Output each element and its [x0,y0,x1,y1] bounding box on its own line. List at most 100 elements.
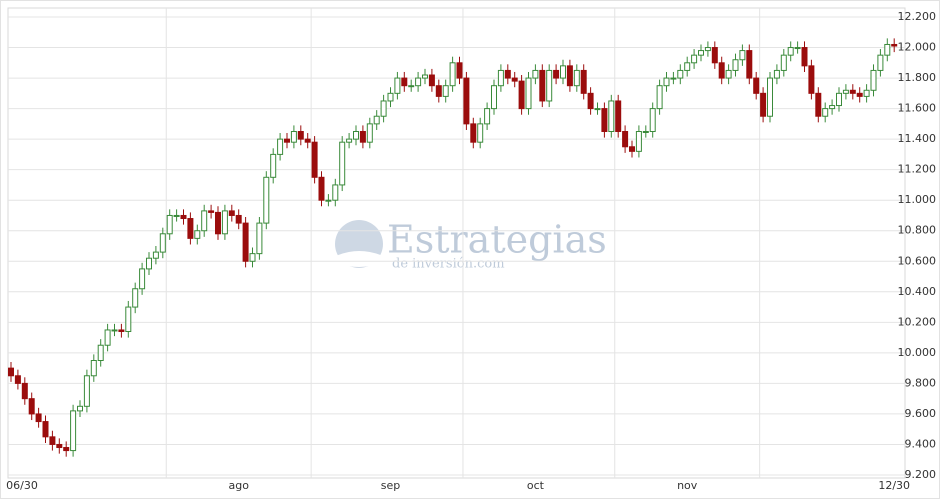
candle-body [235,214,242,224]
candle-body [194,230,201,239]
candle-body [132,288,139,308]
y-tick-label: 9.800 [905,376,937,389]
candle-body [366,123,373,143]
candle-body [773,69,780,79]
candle-body [387,92,394,102]
candle-body [35,413,42,423]
watermark: Estrategias de inversión.com [335,218,607,272]
candle-body [146,257,152,270]
candle-body [635,131,642,152]
candle-body [711,47,718,64]
candle-body [256,222,263,255]
candle-body [836,92,842,107]
candle-body [615,100,622,132]
candle-body [359,131,366,143]
candle-body [201,210,208,232]
candle-body [21,382,28,400]
candle-body [560,65,566,79]
candle-body [187,218,194,239]
y-tick-label: 10.400 [898,285,937,298]
candle-body [139,268,146,290]
x-tick-label: 12/30 [878,479,910,492]
candle-body [318,176,325,201]
candle-body [718,62,725,79]
watermark-logo-swoosh [336,251,383,267]
candle-body [511,77,518,82]
candle-body [594,108,601,111]
candle-body [732,59,739,71]
candle-body [477,123,484,143]
candle-body [152,251,159,259]
candle-body [670,77,677,80]
candle-body [884,43,891,56]
watermark-subtitle: de inversión.com [392,257,505,272]
candle-body [228,210,235,216]
candle-body [870,69,877,91]
candle-body [49,436,56,445]
candle-body [649,108,656,132]
candle-body [339,141,346,186]
x-tick-label: nov [677,479,698,492]
candle-body [325,199,332,202]
candle-body [180,214,187,220]
y-tick-label: 9.200 [905,468,937,481]
candle-body [566,65,573,87]
candle-body [104,329,111,346]
candle-body [691,54,698,64]
candle-body [663,77,670,87]
candle-body [753,77,760,94]
x-tick-label: 06/30 [6,479,38,492]
candle-body [642,131,649,133]
candle-body [767,77,773,117]
candle-body [629,146,635,152]
candle-body [518,80,525,110]
candle-body [304,138,311,143]
y-tick-label: 9.400 [905,437,937,450]
candle-body [622,131,629,148]
candle-body [677,69,684,79]
candle-body [449,62,456,87]
candle-body [553,69,560,79]
x-tick-label: sep [381,479,400,492]
candle-body [28,398,35,415]
candle-body [221,210,228,235]
candle-body [166,214,173,235]
candle-body [704,47,711,52]
candle-body [829,105,836,110]
candle-body [63,447,70,452]
candle-body [842,89,849,94]
y-tick-label: 10.000 [898,346,937,359]
y-tick-label: 12.000 [898,41,937,54]
candle-body [353,131,359,140]
candle-body [435,85,442,97]
candle-body [608,100,615,132]
candle-body [587,92,594,110]
y-tick-label: 11.400 [898,132,937,145]
y-tick-label: 9.600 [905,407,937,420]
candle-body [42,421,49,438]
candle-body [77,405,83,412]
candle-body [270,153,277,178]
labels: 9.200 9.400 9.600 9.800 10.000 10.200 10.400 10… [6,10,936,492]
candle-body [242,222,249,262]
candle-body [815,92,822,117]
candle-body [311,141,318,178]
candle-body [346,138,353,143]
grid [7,7,906,479]
candle-body [580,69,587,94]
watermark-text: Estrategias [387,218,607,262]
candle-body [118,329,125,332]
candle-body [215,211,221,235]
candle-body [739,50,746,61]
candle-body [891,43,898,47]
y-tick-label: 11.800 [898,71,937,84]
candle-body [546,69,553,102]
candle-body [822,108,829,117]
candle-body [159,233,166,253]
candle-body [497,69,504,87]
candle-body [573,69,580,87]
candle-body [725,69,732,79]
candle-body [877,54,884,71]
